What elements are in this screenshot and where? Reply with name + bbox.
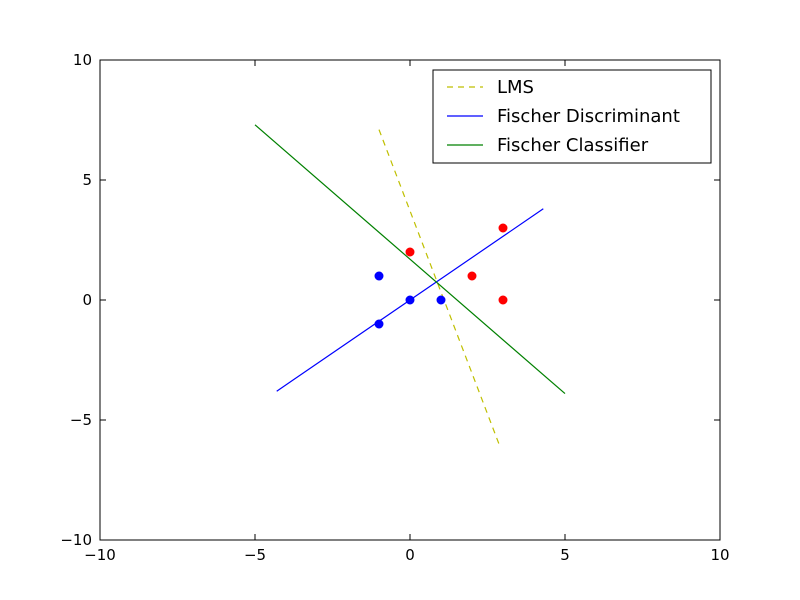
- points-layer: [374, 223, 508, 329]
- data-point: [374, 319, 384, 329]
- series-line-fischer-classifier: [254, 124, 566, 395]
- legend: LMS Fischer Discriminant Fischer Classifie…: [432, 69, 712, 164]
- y-tick-label: −5: [70, 411, 92, 429]
- x-tick-label: −10: [84, 546, 116, 564]
- y-tick-label: 10: [73, 51, 92, 69]
- y-tick-label: −10: [60, 531, 92, 549]
- legend-label: LMS: [497, 77, 534, 98]
- data-point: [467, 271, 477, 281]
- data-point: [405, 295, 415, 305]
- y-tick-label: 5: [82, 171, 92, 189]
- x-tick-label: 5: [560, 546, 570, 564]
- series-line-lms: [378, 129, 501, 447]
- x-tick-label: 0: [405, 546, 415, 564]
- data-point: [498, 223, 508, 233]
- data-point: [374, 271, 384, 281]
- legend-label: Fischer Classifier: [497, 135, 649, 156]
- data-point: [498, 295, 508, 305]
- data-point: [436, 295, 446, 305]
- x-tick-label: −5: [244, 546, 266, 564]
- data-point: [405, 247, 415, 257]
- legend-label: Fischer Discriminant: [497, 106, 680, 127]
- x-tick-label: 10: [710, 546, 729, 564]
- ticks-layer: −10 −5 0 5 10 −10 −5 0 5 10: [60, 51, 729, 564]
- y-tick-label: 0: [82, 291, 92, 309]
